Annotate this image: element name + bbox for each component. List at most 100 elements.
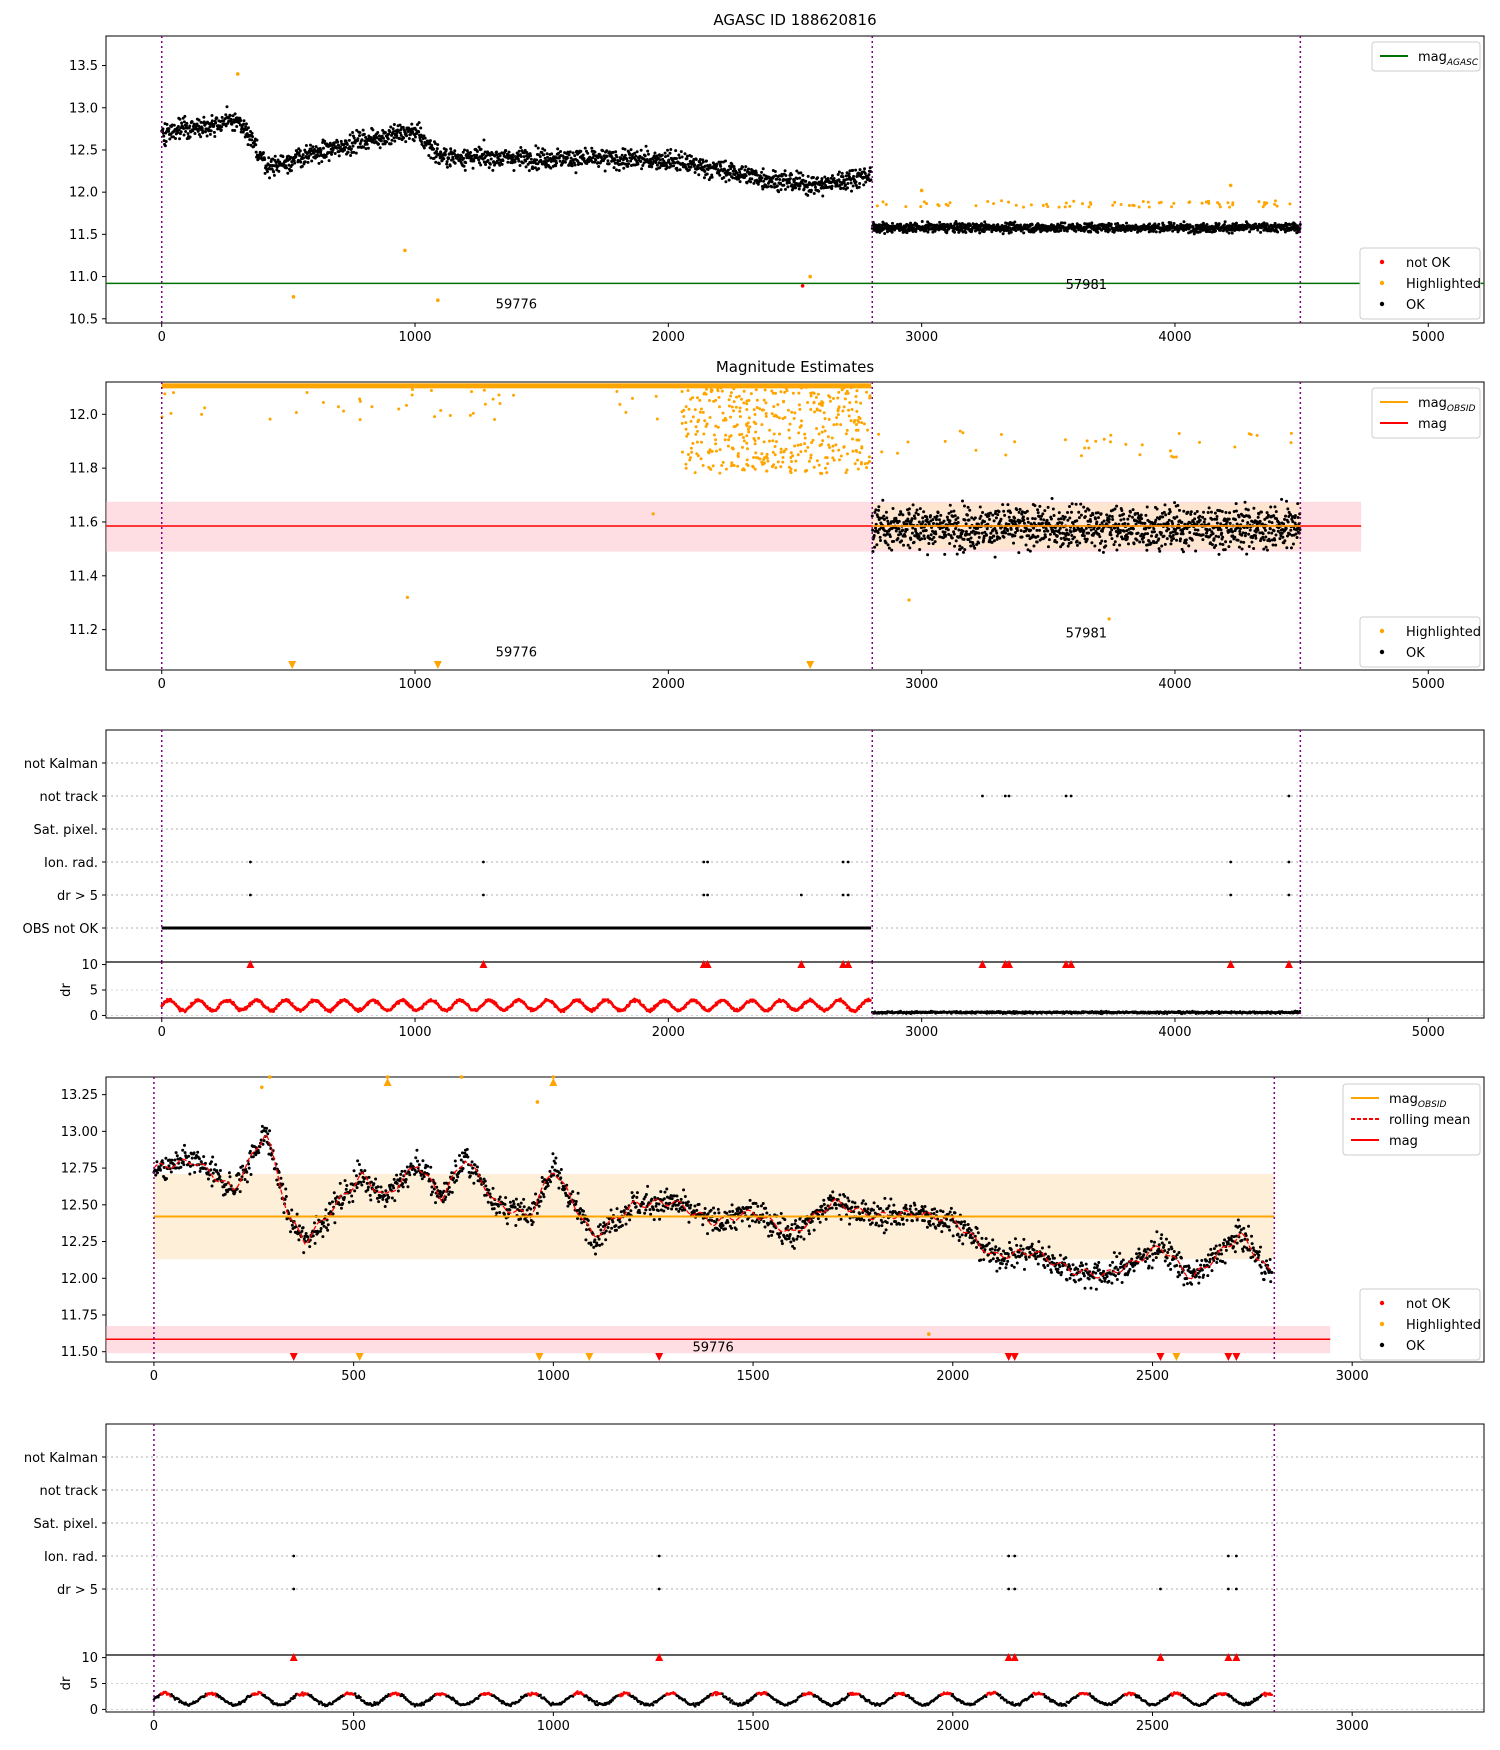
ok-point — [884, 510, 888, 514]
ok-point — [389, 125, 393, 129]
ok-point — [1237, 515, 1241, 519]
x-tick-label: 1000 — [398, 1025, 431, 1040]
highlighted-point — [688, 458, 692, 462]
ok-point — [290, 160, 294, 164]
highlighted-point — [721, 411, 725, 415]
ok-point — [1246, 521, 1250, 525]
highlighted-point — [818, 444, 822, 448]
highlighted-point — [615, 389, 619, 393]
y-tick-label: 12.5 — [69, 143, 98, 158]
ok-point — [847, 172, 851, 176]
ok-point — [782, 183, 786, 187]
highlighted-point — [1275, 204, 1279, 208]
ok-point — [1159, 531, 1163, 535]
ok-point — [640, 167, 644, 171]
highlighted-point — [1000, 199, 1004, 203]
ok-point — [809, 188, 813, 192]
ok-point — [352, 136, 356, 140]
highlighted-point — [1140, 443, 1144, 447]
ok-point — [992, 534, 996, 538]
ok-point — [1243, 500, 1247, 504]
ok-point — [683, 152, 687, 156]
highlighted-point — [754, 388, 758, 392]
ok-point — [464, 161, 468, 165]
highlighted-point — [741, 436, 745, 440]
ok-point — [488, 162, 492, 166]
ok-point — [1115, 548, 1119, 552]
ok-point — [1091, 513, 1095, 517]
ok-point — [506, 160, 510, 164]
highlighted-point — [685, 434, 689, 438]
highlighted-point — [747, 416, 751, 420]
highlighted-point — [712, 433, 716, 437]
ok-point — [203, 130, 207, 134]
highlighted-point — [701, 464, 705, 468]
ok-point — [1068, 505, 1072, 509]
highlighted-point — [842, 405, 846, 409]
highlighted-point — [696, 429, 700, 433]
flag-point — [482, 860, 485, 864]
ok-point — [981, 511, 985, 515]
highlighted-point — [812, 465, 816, 469]
ok-point — [1259, 510, 1263, 514]
ok-point — [646, 149, 650, 153]
ok-point — [364, 147, 368, 151]
highlighted-point — [761, 408, 765, 412]
ok-point — [783, 169, 787, 173]
ok-point — [1042, 518, 1046, 522]
ok-point — [899, 222, 903, 226]
highlighted-point — [856, 458, 860, 462]
ok-point — [1262, 547, 1266, 551]
highlighted-point — [482, 388, 486, 392]
ok-point — [1067, 538, 1071, 542]
ok-point — [1206, 511, 1210, 515]
ok-point — [439, 151, 443, 155]
highlighted-point — [702, 432, 706, 436]
ok-point — [719, 164, 723, 168]
highlighted-point — [738, 433, 742, 437]
ok-point — [621, 158, 625, 162]
highlighted-point — [813, 410, 817, 414]
ok-point — [349, 147, 353, 151]
ok-point — [1164, 513, 1168, 517]
ok-point — [413, 135, 417, 139]
legend-marker — [1379, 259, 1385, 265]
ok-point — [643, 154, 647, 158]
ok-point — [1118, 543, 1122, 547]
ok-point — [184, 124, 188, 128]
ok-point — [1041, 512, 1045, 516]
highlighted-point — [729, 464, 733, 468]
ok-point — [1113, 540, 1117, 544]
ok-point — [348, 145, 352, 149]
x-tick-label: 5000 — [1412, 1025, 1445, 1040]
ok-point — [228, 113, 232, 117]
ok-point — [864, 180, 868, 184]
ok-point — [543, 156, 547, 160]
highlighted-point — [741, 468, 745, 472]
ok-point — [678, 168, 682, 172]
ok-point — [1146, 532, 1150, 536]
ok-point — [238, 116, 242, 120]
y-tick-label: 13.0 — [69, 101, 98, 116]
ok-point — [606, 159, 610, 163]
highlighted-point — [436, 298, 440, 303]
highlighted-point — [716, 425, 720, 429]
ok-point — [1096, 511, 1100, 515]
ok-point — [200, 126, 204, 130]
ok-point — [320, 160, 324, 164]
ok-point — [1178, 537, 1182, 541]
highlighted-point — [775, 414, 779, 418]
ok-point — [360, 138, 364, 142]
flag-point — [702, 860, 706, 864]
highlighted-point — [1168, 449, 1172, 453]
highlighted-point — [1007, 200, 1011, 204]
highlighted-point — [709, 390, 713, 394]
ok-point — [1166, 522, 1170, 526]
ok-point — [1247, 544, 1251, 548]
ok-point — [926, 553, 930, 557]
highlighted-point — [790, 410, 794, 414]
ok-point — [1004, 531, 1008, 535]
highlighted-point — [803, 436, 807, 440]
y-tick-label: 11.2 — [69, 623, 98, 638]
highlighted-point — [753, 442, 757, 446]
